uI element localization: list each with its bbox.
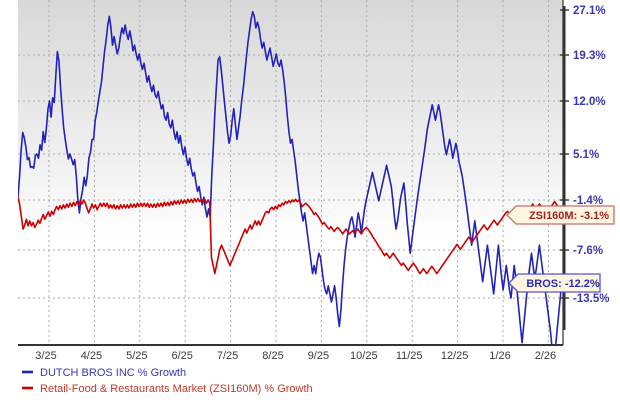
y-axis-tick-label: 27.1% xyxy=(573,5,606,17)
x-axis-tick-label: 1/26 xyxy=(489,350,510,362)
series-lines xyxy=(18,10,563,345)
y-axis-tick-label: -1.4% xyxy=(573,195,603,207)
series-line-zsi160m xyxy=(18,196,563,275)
x-axis-tick-label: 7/25 xyxy=(217,350,238,362)
x-axis-tick-label: 10/25 xyxy=(350,350,378,362)
callout-label: ZSI160M: -3.1% xyxy=(529,210,609,222)
callout-label: BROS: -12.2% xyxy=(526,278,600,290)
x-axis-tick-label: 4/25 xyxy=(81,350,102,362)
x-axis-tick-label: 11/25 xyxy=(396,350,423,362)
chart-legend: DUTCH BROS INC % Growth Retail-Food & Res… xyxy=(22,367,313,395)
horizontal-gridlines xyxy=(18,54,563,299)
x-axis-tick-label: 3/25 xyxy=(35,350,56,362)
y-axis-tick-label: -13.5% xyxy=(573,293,609,305)
bros-callout: BROS: -12.2% xyxy=(508,273,601,293)
x-axis-tick-label: 9/25 xyxy=(308,350,329,362)
x-axis-tick-label: 5/25 xyxy=(126,350,147,362)
x-axis-tick-label: 12/25 xyxy=(441,350,469,362)
zsi160m-callout: ZSI160M: -3.1% xyxy=(506,205,615,225)
y-axis-tick-label: -7.6% xyxy=(573,245,603,257)
y-axis-ticks: 27.1% 19.3% 12.0% 5.1% -1.4% -7.6% -13.5% xyxy=(560,5,609,305)
value-callouts: ZSI160M: -3.1% BROS: -12.2% xyxy=(506,205,615,293)
callout-bubble xyxy=(506,205,615,225)
y-axis-tick-label: 5.1% xyxy=(573,149,599,161)
legend-item-label[interactable]: Retail-Food & Restaurants Market (ZSI160… xyxy=(40,383,313,395)
x-axis-tick-label: 6/25 xyxy=(171,350,192,362)
x-axis-ticks: 3/25 4/25 5/25 6/25 7/25 8/25 9/25 10/25 11/25 12… xyxy=(35,350,556,362)
y-axis-tick-label: 19.3% xyxy=(573,50,606,62)
callout-bubble xyxy=(508,273,601,293)
x-axis-tick-label: 2/26 xyxy=(535,350,556,362)
x-axis-tick-label: 8/25 xyxy=(262,350,283,362)
y-axis-tick-label: 12.0% xyxy=(573,96,606,108)
legend-item-label[interactable]: DUTCH BROS INC % Growth xyxy=(40,367,186,379)
plot-area-background xyxy=(18,0,563,345)
